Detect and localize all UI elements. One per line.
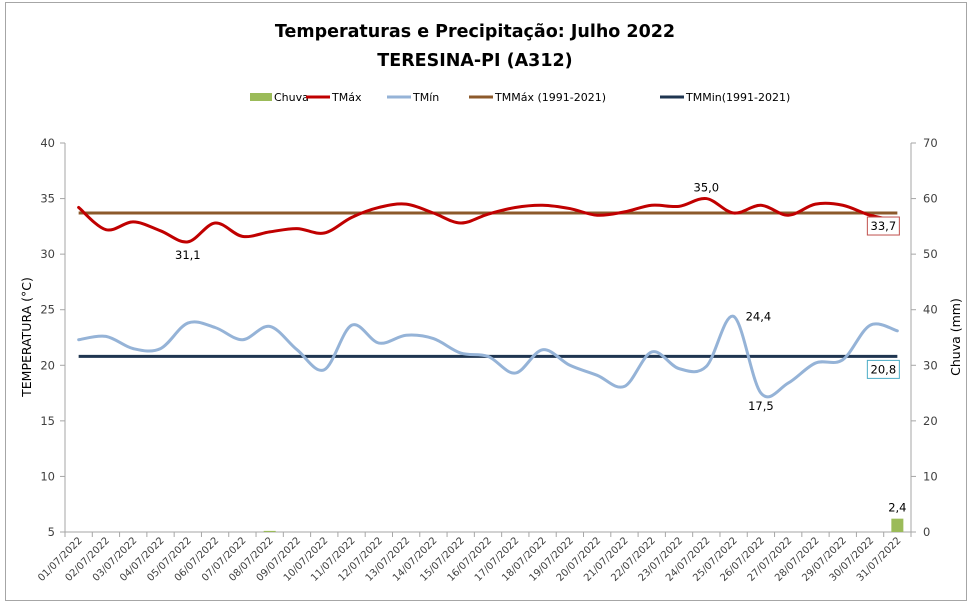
y-tick-label: 40: [40, 136, 55, 150]
legend-label-tm-n: TMín: [412, 91, 439, 104]
chart-frame: [5, 2, 967, 601]
legend-label-tmm-x-1991-2021: TMMáx (1991-2021): [494, 91, 606, 104]
data-label: 20,8: [871, 362, 897, 376]
data-label: 2,4: [888, 501, 906, 515]
legend: Chuva TMáx TMín TMMáx (1991-2021) TMMin(1991…: [250, 91, 790, 104]
y-ticks: 40 35 30 25 20 15 10 5: [40, 136, 65, 539]
data-label: 31,1: [175, 248, 201, 262]
y2-tick-label: 10: [923, 469, 938, 483]
y2-tick-label: 60: [923, 192, 938, 206]
data-label: 17,5: [748, 399, 774, 413]
chart-subtitle: TERESINA-PI (A312): [377, 51, 572, 71]
y-tick-label: 30: [40, 247, 55, 261]
y-tick-label: 15: [40, 414, 55, 428]
data-label-box: [866, 359, 900, 379]
y2-tick-label: 30: [923, 358, 938, 372]
y2-tick-label: 20: [923, 414, 938, 428]
data-label: 35,0: [694, 181, 720, 195]
y2-tick-label: 40: [923, 303, 938, 317]
data-label-box: [866, 216, 900, 236]
y2-tick-label: 50: [923, 247, 938, 261]
line-tm-x: [77, 197, 899, 244]
data-labels: 31,1 35,0 33,7 24,4 17,5 20,8 2,4: [175, 181, 907, 515]
y-tick-label: 10: [40, 469, 55, 483]
legend-label-tm-x: TMáx: [331, 91, 362, 104]
bar-chuva: [263, 530, 276, 532]
y2-tick-label: 0: [923, 525, 930, 539]
legend-label-chuva: Chuva: [274, 91, 309, 104]
y-tick-label: 20: [40, 358, 55, 372]
legend-swatch-chuva: [250, 93, 272, 101]
data-label: 24,4: [746, 309, 772, 323]
plot-area: [77, 197, 904, 532]
x-ticks: 01/07/202202/07/202203/07/202204/07/2022…: [36, 532, 912, 584]
bar-chuva: [891, 518, 904, 532]
legend-label-tmmin-1991-2021: TMMin(1991-2021): [685, 91, 790, 104]
data-label: 33,7: [871, 219, 897, 233]
y-axis-label: TEMPERATURA (°C): [19, 277, 34, 398]
y2-ticks: 70 60 50 40 30 20 10 0: [911, 136, 938, 539]
y2-tick-label: 70: [923, 136, 938, 150]
y-tick-label: 25: [40, 303, 55, 317]
line-tm-n: [77, 314, 899, 399]
y2-axis-label: Chuva (mm): [948, 298, 963, 376]
chart-title: Temperaturas e Precipitação: Julho 2022: [275, 22, 675, 42]
y-tick-label: 5: [48, 525, 55, 539]
y-tick-label: 35: [40, 192, 55, 206]
